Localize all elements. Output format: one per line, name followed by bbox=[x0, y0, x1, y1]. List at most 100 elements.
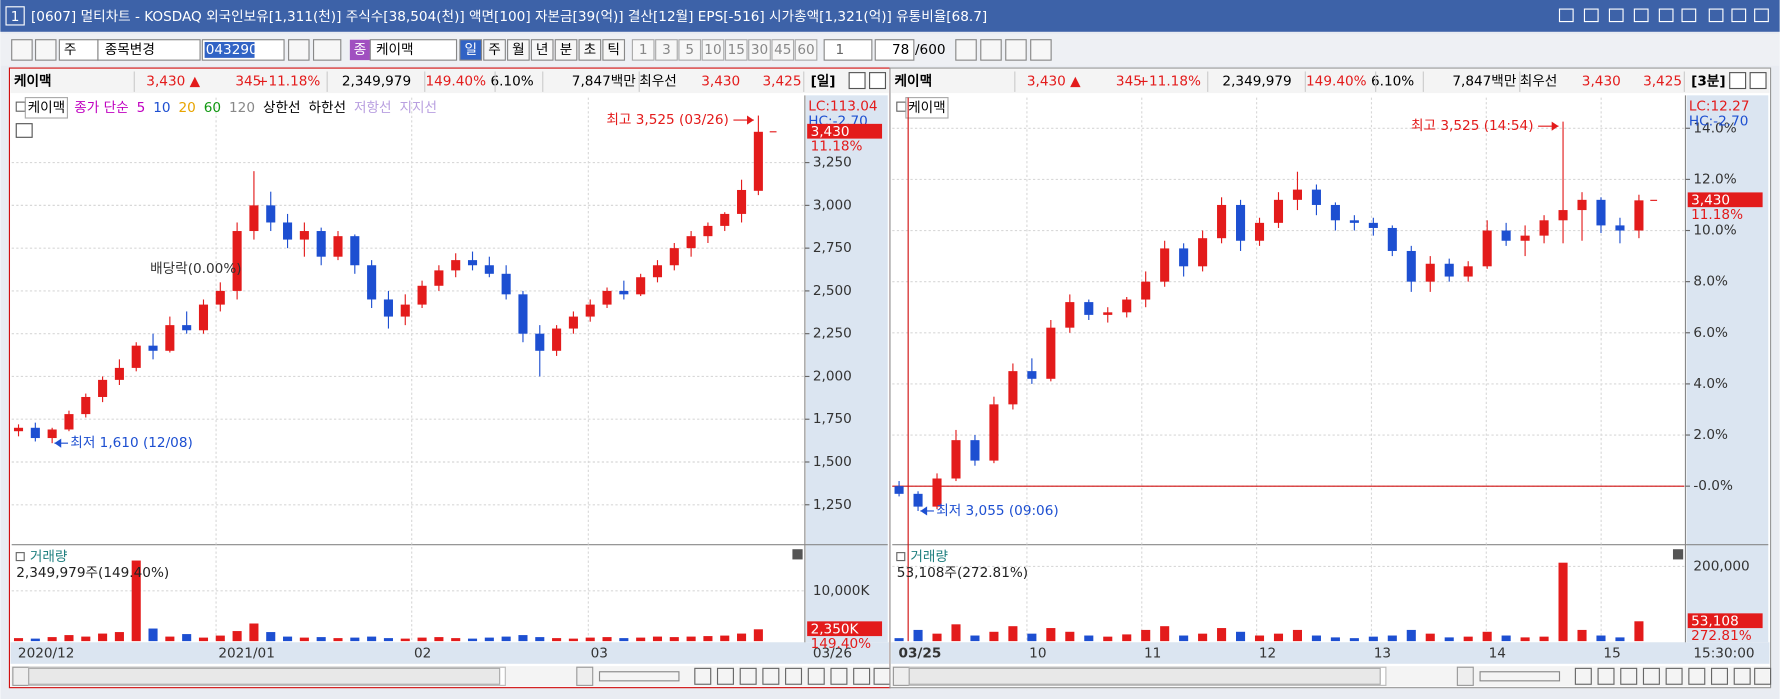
scroll-tool[interactable] bbox=[1574, 667, 1592, 685]
window-button[interactable] bbox=[1583, 8, 1599, 23]
window-icon bbox=[5, 6, 25, 26]
low-arrow-head bbox=[920, 506, 928, 516]
table-icon[interactable] bbox=[15, 123, 33, 138]
scroll-tool[interactable] bbox=[1665, 667, 1683, 685]
panel-header bbox=[10, 69, 889, 94]
x-end-label: 03/26 bbox=[813, 646, 852, 662]
scroll-tool[interactable] bbox=[1597, 667, 1615, 685]
x-tick-label: 14 bbox=[1489, 646, 1506, 662]
tool-icon[interactable] bbox=[288, 39, 310, 61]
scroll-right[interactable] bbox=[1456, 666, 1474, 686]
candle-body bbox=[1046, 327, 1056, 379]
scroll-tool[interactable] bbox=[1620, 667, 1638, 685]
y-tick-label: 3,000 bbox=[813, 197, 852, 213]
candle-body bbox=[1406, 250, 1416, 282]
interval-button[interactable] bbox=[678, 39, 702, 61]
count-box[interactable] bbox=[874, 39, 915, 61]
scroll-tool[interactable] bbox=[739, 667, 757, 685]
unit-box[interactable] bbox=[823, 39, 873, 61]
scroll-tool[interactable] bbox=[807, 667, 825, 685]
period-button-label: 년 bbox=[536, 42, 549, 58]
tool-icon[interactable] bbox=[11, 39, 33, 61]
header-period: [일] bbox=[811, 74, 836, 90]
volume-bar bbox=[720, 635, 730, 642]
x-tick-label: 2020/12 bbox=[18, 646, 75, 662]
scroll-tool[interactable] bbox=[1710, 667, 1729, 685]
interval-button-label: 15 bbox=[728, 42, 745, 58]
last-volume: 53,108 bbox=[1691, 613, 1739, 629]
period-button-label: 일 bbox=[464, 42, 477, 58]
period-button[interactable] bbox=[578, 39, 602, 61]
stock-name: 케이맥 bbox=[376, 42, 414, 58]
candle-body bbox=[951, 440, 961, 479]
legend-box bbox=[15, 101, 26, 112]
interval-button[interactable] bbox=[748, 39, 771, 61]
tool-icon[interactable] bbox=[980, 39, 1002, 61]
scroll-tool[interactable] bbox=[785, 667, 803, 685]
low-annotation: 최저 3,055 (09:06) bbox=[936, 503, 1058, 519]
window-button[interactable] bbox=[1731, 8, 1747, 23]
panel-button[interactable] bbox=[848, 72, 866, 90]
scroll-tool[interactable] bbox=[694, 667, 712, 685]
scroll-tool[interactable] bbox=[716, 667, 734, 685]
volume-bar bbox=[215, 635, 225, 642]
period-button[interactable] bbox=[602, 39, 626, 61]
scroll-left[interactable] bbox=[12, 666, 30, 686]
window-button[interactable] bbox=[1633, 8, 1649, 23]
tool-icon[interactable] bbox=[1030, 39, 1052, 61]
volume-close-button[interactable] bbox=[792, 549, 803, 560]
window-button[interactable] bbox=[1681, 8, 1697, 23]
legend-entry: 케이맥 bbox=[908, 100, 946, 116]
header-change: 345 bbox=[235, 74, 261, 90]
window-button[interactable] bbox=[1658, 8, 1674, 23]
scroll-tool[interactable] bbox=[1688, 667, 1706, 685]
period-button[interactable] bbox=[554, 39, 578, 61]
stock-name-box[interactable] bbox=[369, 39, 458, 61]
volume-bar bbox=[1179, 635, 1189, 642]
panel-button[interactable] bbox=[1749, 72, 1767, 90]
volume-bar bbox=[1558, 562, 1568, 642]
interval-button[interactable] bbox=[655, 39, 678, 61]
interval-button[interactable] bbox=[631, 39, 655, 61]
stock-change-combo[interactable] bbox=[97, 39, 201, 61]
period-button[interactable] bbox=[507, 39, 530, 61]
scroll-left[interactable] bbox=[892, 666, 910, 686]
y-tick-label: 2,250 bbox=[813, 326, 852, 342]
interval-button[interactable] bbox=[701, 39, 725, 61]
period-button[interactable] bbox=[530, 39, 554, 61]
tool-icon[interactable] bbox=[34, 39, 57, 61]
scroll-tool[interactable] bbox=[830, 667, 848, 685]
zoom-slider[interactable] bbox=[1479, 671, 1561, 682]
period-button-label: 주 bbox=[488, 42, 501, 58]
tool-icon[interactable] bbox=[1005, 39, 1027, 61]
scroll-tool[interactable] bbox=[762, 667, 780, 685]
tool-icon[interactable] bbox=[312, 39, 342, 61]
window-button[interactable] bbox=[1708, 8, 1724, 23]
scroll-thumb[interactable] bbox=[28, 667, 501, 685]
period-button[interactable] bbox=[459, 39, 483, 61]
scroll-tool[interactable] bbox=[1642, 667, 1660, 685]
volume-bar bbox=[535, 637, 545, 642]
period-button[interactable] bbox=[483, 39, 506, 61]
window-button[interactable] bbox=[1558, 8, 1574, 23]
legend-entry: 저항선 bbox=[354, 100, 392, 116]
interval-button[interactable] bbox=[724, 39, 748, 61]
interval-button[interactable] bbox=[794, 39, 818, 61]
scroll-thumb[interactable] bbox=[908, 667, 1381, 685]
scroll-tool[interactable] bbox=[853, 667, 871, 685]
zoom-slider[interactable] bbox=[598, 671, 680, 682]
y-tick-label: 3,250 bbox=[813, 155, 852, 171]
interval-button[interactable] bbox=[771, 39, 795, 61]
volume-close-button[interactable] bbox=[1672, 549, 1684, 560]
scroll-tool[interactable] bbox=[1733, 667, 1751, 685]
panel-button[interactable] bbox=[1729, 72, 1747, 90]
legend-entry: 10 bbox=[153, 100, 170, 116]
scroll-right[interactable] bbox=[576, 666, 594, 686]
scroll-tool[interactable] bbox=[1754, 667, 1772, 685]
window-button[interactable] bbox=[1608, 8, 1624, 23]
tool-icon[interactable] bbox=[955, 39, 977, 61]
volume-bar bbox=[467, 638, 478, 642]
panel-button[interactable] bbox=[869, 72, 887, 90]
candle-body bbox=[602, 290, 612, 305]
window-button[interactable] bbox=[1754, 8, 1769, 23]
